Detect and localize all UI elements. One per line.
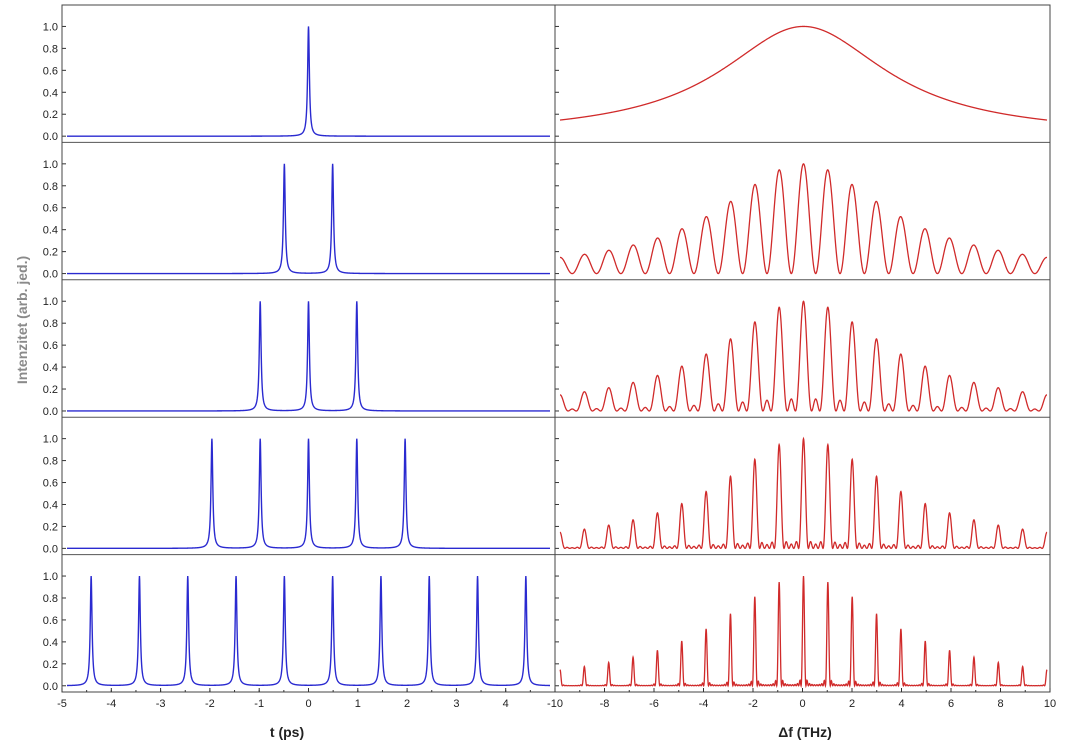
left-x-tick-label: -4 bbox=[106, 698, 116, 710]
y-tick-label: 0.0 bbox=[43, 269, 58, 281]
left-x-axis-label: t (ps) bbox=[270, 724, 304, 740]
y-tick-label: 0.8 bbox=[43, 43, 58, 55]
left-x-tick-label: 1 bbox=[355, 698, 361, 710]
y-tick-label: 0.6 bbox=[43, 478, 58, 490]
y-tick-label: 0.8 bbox=[43, 593, 58, 605]
left-x-tick-label: 4 bbox=[503, 698, 509, 710]
spectrum-trace-row-2 bbox=[559, 163, 1048, 275]
y-tick-label: 0.0 bbox=[43, 406, 58, 418]
time-series-trace-row-5 bbox=[66, 576, 551, 687]
y-tick-label: 0.4 bbox=[43, 499, 58, 511]
spectrum-trace-row-1 bbox=[559, 25, 1048, 121]
frames-group: 0.0 0.2 0.4 0.6 0.8 1.0 0.0 0.2 0.4 0.6 0.8 1.0 0.0 0… bbox=[43, 4, 1056, 710]
y-tick-label: 0.8 bbox=[43, 456, 58, 468]
y-tick-label: 1.0 bbox=[43, 296, 58, 308]
y-tick-label: 1.0 bbox=[43, 571, 58, 583]
y-tick-label: 0.0 bbox=[43, 131, 58, 143]
y-tick-label: 0.2 bbox=[43, 247, 58, 259]
y-tick-label: 0.8 bbox=[43, 181, 58, 193]
y-tick-label: 1.0 bbox=[43, 434, 58, 446]
right-x-tick-label: 8 bbox=[997, 698, 1003, 710]
plot-frame bbox=[61, 4, 1051, 693]
time-series-trace-row-4 bbox=[67, 438, 550, 550]
y-tick-label: 0.2 bbox=[43, 521, 58, 533]
y-tick-label: 0.8 bbox=[43, 318, 58, 330]
y-tick-label: 0.0 bbox=[43, 543, 58, 555]
left-x-tick-label: 2 bbox=[404, 698, 410, 710]
y-tick-label: 0.6 bbox=[43, 65, 58, 77]
right-x-tick-label: -2 bbox=[748, 698, 758, 710]
right-x-tick-label: -6 bbox=[649, 698, 659, 710]
left-x-tick-label: 0 bbox=[305, 698, 311, 710]
y-axis-label: Intenzitet (arb. jed.) bbox=[14, 256, 30, 384]
right-x-tick-label: -8 bbox=[600, 698, 610, 710]
right-x-tick-label: -4 bbox=[699, 698, 709, 710]
left-x-tick-label: -3 bbox=[156, 698, 166, 710]
y-tick-label: 0.0 bbox=[43, 681, 58, 693]
right-x-tick-label: 6 bbox=[948, 698, 954, 710]
y-tick-label: 0.4 bbox=[43, 225, 58, 237]
y-tick-label: 0.2 bbox=[43, 659, 58, 671]
time-series-trace-row-2 bbox=[67, 163, 550, 275]
right-x-axis-label: Δf (THz) bbox=[778, 724, 832, 740]
y-tick-label: 0.6 bbox=[43, 340, 58, 352]
left-x-tick-label: -2 bbox=[205, 698, 215, 710]
right-x-tick-label: -10 bbox=[547, 698, 563, 710]
y-tick-label: 0.4 bbox=[43, 637, 58, 649]
y-tick-label: 0.6 bbox=[43, 615, 58, 627]
y-tick-label: 0.2 bbox=[43, 384, 58, 396]
time-series-trace-row-3 bbox=[67, 301, 550, 412]
y-tick-label: 1.0 bbox=[43, 21, 58, 33]
right-x-tick-label: 2 bbox=[849, 698, 855, 710]
time-series-trace-row-1 bbox=[67, 26, 550, 137]
spectrum-trace-row-5 bbox=[559, 575, 1048, 689]
left-x-tick-label: -5 bbox=[57, 698, 67, 710]
spectrum-trace-row-3 bbox=[559, 300, 1048, 412]
right-x-tick-label: 4 bbox=[898, 698, 904, 710]
right-x-tick-label: 0 bbox=[799, 698, 805, 710]
spectrum-trace-row-4 bbox=[559, 436, 1048, 550]
y-tick-label: 0.6 bbox=[43, 203, 58, 215]
left-x-tick-label: 3 bbox=[453, 698, 459, 710]
y-tick-label: 1.0 bbox=[43, 159, 58, 171]
panels-group bbox=[66, 25, 1048, 689]
y-tick-label: 0.4 bbox=[43, 87, 58, 99]
left-x-tick-label: -1 bbox=[254, 698, 264, 710]
right-x-tick-label: 10 bbox=[1044, 698, 1056, 710]
y-tick-label: 0.2 bbox=[43, 109, 58, 121]
y-tick-label: 0.4 bbox=[43, 362, 58, 374]
